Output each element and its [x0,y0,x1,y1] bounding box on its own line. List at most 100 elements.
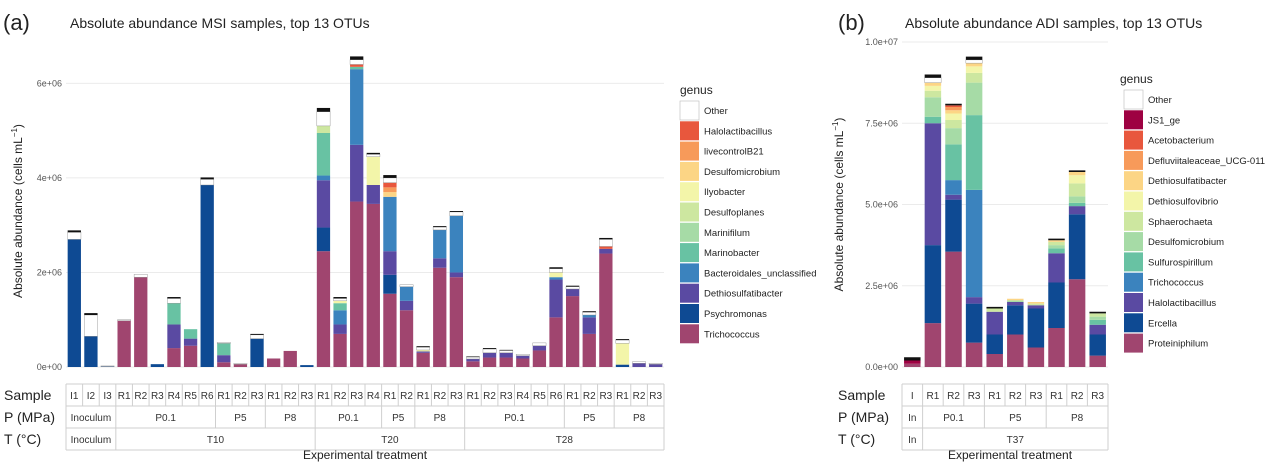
bar-segment [1068,214,1086,280]
bar-segment [1048,328,1065,367]
bar-segment [133,274,148,278]
bar-segment [1027,302,1045,304]
bar-segment [1048,253,1065,283]
legend-label: Trichococcus [704,329,760,340]
bar-segment [183,329,198,339]
group-label: T20 [381,435,399,446]
bar-segment [516,355,530,359]
legend-swatch [680,202,699,222]
bar-segment [924,245,942,324]
bar-segment [167,348,181,367]
sample-label: R4 [367,391,380,402]
bar-segment [1007,300,1024,302]
bar-segment [582,315,596,318]
legend-label: JS1_ge [1148,115,1180,126]
legend-label: Trichococcus [1148,278,1204,289]
bar-segment [183,338,198,346]
bar-segment [599,248,613,254]
y-tick-label: 4e+06 [37,173,62,183]
bar-segment [1089,355,1106,367]
bar-segment [84,336,98,367]
bar-segment [117,319,131,321]
legend-label: Bacteroidales_unclassified [704,268,816,279]
legend-swatch [680,121,699,141]
sample-label: R3 [649,391,662,402]
bar-segment [1089,324,1106,335]
bar-segment [945,180,962,195]
bar-segment [1048,248,1065,254]
bar-segment [67,232,82,240]
bar-segment [1007,302,1024,306]
bar-segment [648,363,663,365]
bar-segment [945,113,962,120]
bar-segment [300,365,314,367]
bar-segment [67,239,81,367]
bar-segment [316,133,331,176]
bar-segment [383,177,397,183]
bar-segment [499,352,513,358]
bar-segment [233,363,248,365]
bar-segment [945,107,962,111]
group-label: P5 [1009,413,1022,424]
panel-b-letter: (b) [838,10,865,35]
bar-segment [150,364,165,367]
bar-segment [986,306,1003,309]
legend-swatch [1124,211,1143,231]
group-label: P0.1 [338,413,359,424]
bar-segment [1068,202,1086,207]
bar-segment [200,185,214,367]
sample-label: R1 [988,391,1001,402]
bar-segment [217,362,231,367]
bar-segment [84,314,98,337]
y-tick-label: 5.0e+06 [865,200,898,210]
sample-label: R1 [1050,391,1063,402]
bar-segment [924,90,942,98]
bar-segment [532,345,547,351]
legend-swatch [1124,333,1143,353]
sample-label: R3 [1091,391,1104,402]
bar-segment [383,187,397,193]
panel-b: 0.0e+00 2.5e+06 5.0e+06 7.5e+06 1.0e+07 Absol… [831,37,1265,451]
bar-segment [924,123,942,246]
bar-segment [433,258,447,268]
bar-segment [649,364,663,367]
bar-segment [1027,305,1045,309]
bar-segment [316,251,331,367]
legend-label: Sulfurospirillum [1148,257,1213,268]
legend-label: Ercella [1148,318,1178,329]
bar-segment [599,239,613,247]
panel-b-legend-title: genus [1120,72,1153,86]
legend-label: Desulfomicrobium [704,167,780,178]
bar-segment [1068,175,1086,184]
sample-label: R2 [583,391,596,402]
bar-segment [582,317,596,334]
bar-segment [965,63,983,67]
bar-segment [433,229,447,259]
bar-segment [117,320,131,367]
legend-swatch [680,324,699,344]
y-tick-label: 1.0e+07 [865,37,898,47]
bar-segment [316,125,331,133]
bar-segment [333,310,347,325]
bar-segment [965,189,983,298]
bar-segment [965,303,983,343]
bar-segment [350,201,364,367]
bar-segment [449,277,464,367]
sample-label: R3 [968,391,981,402]
legend-swatch [680,141,699,161]
bar-segment [549,317,563,367]
sample-label: I3 [103,391,112,402]
bar-segment [615,343,630,365]
bar-segment [333,298,347,302]
bar-segment [167,298,181,304]
bar-segment [200,179,215,186]
sample-label: R3 [251,391,264,402]
legend-swatch [680,161,699,181]
bar-segment [599,237,613,240]
group-label: P5 [392,413,405,424]
bar-segment [549,277,563,280]
legend-label: Sphaerochaeta [1148,217,1213,228]
sample-label: R4 [516,391,529,402]
bar-segment [350,56,364,60]
bar-segment [1089,334,1106,356]
